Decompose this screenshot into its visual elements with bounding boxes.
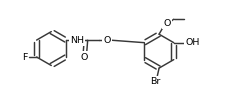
Text: NH: NH	[70, 36, 84, 45]
Text: O: O	[103, 36, 110, 45]
Text: F: F	[22, 53, 27, 61]
Text: O: O	[163, 19, 170, 28]
Text: O: O	[80, 53, 88, 61]
Text: OH: OH	[184, 38, 199, 47]
Text: Br: Br	[150, 77, 160, 86]
